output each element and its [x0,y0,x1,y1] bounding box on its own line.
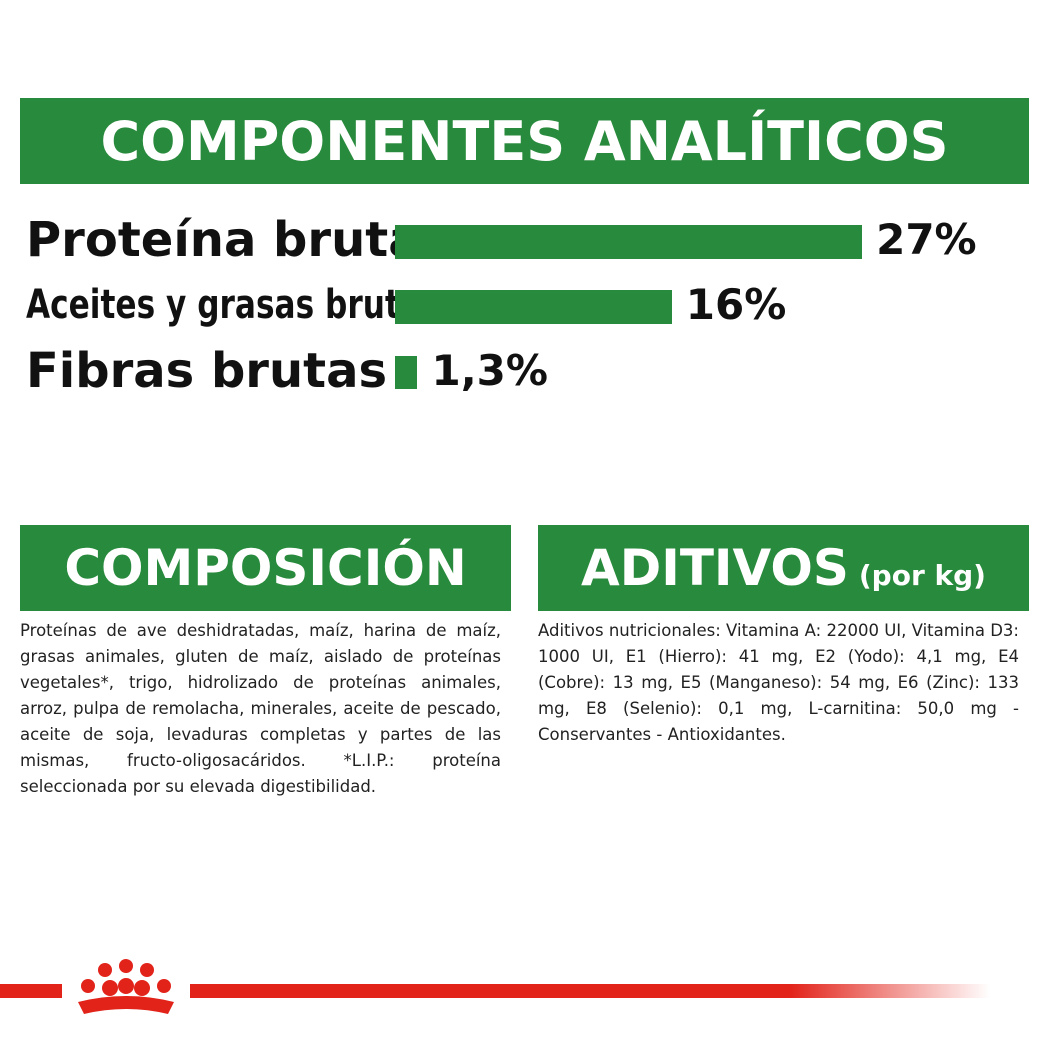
paragraph: Aditivos nutricionales: Vitamina A: 2200… [538,621,1019,744]
category-label: Fibras brutas [26,342,388,399]
header-subtitle: (por kg) [858,558,986,592]
bar [395,225,863,259]
footer-line [0,984,62,998]
section-header: COMPOSICIÓN [20,525,511,611]
paragraph: Proteínas de ave deshidratadas, maíz, ha… [20,621,501,796]
bar [395,290,672,324]
footer-line [190,984,990,998]
category-label: Aceites y grasas brutos [26,282,440,329]
bar [395,356,418,389]
value-label: 27% [876,215,977,264]
crown-logo [78,959,174,1014]
header-title: ADITIVOS [581,539,849,597]
value-label: 1,3% [431,345,548,395]
section-header: COMPONENTES ANALÍTICOS [20,98,1029,184]
footer-logo [0,959,990,1014]
section-header: ADITIVOS (por kg) [538,525,1029,611]
category-label: Proteína bruta [26,212,421,269]
value-label: 16% [685,280,787,329]
